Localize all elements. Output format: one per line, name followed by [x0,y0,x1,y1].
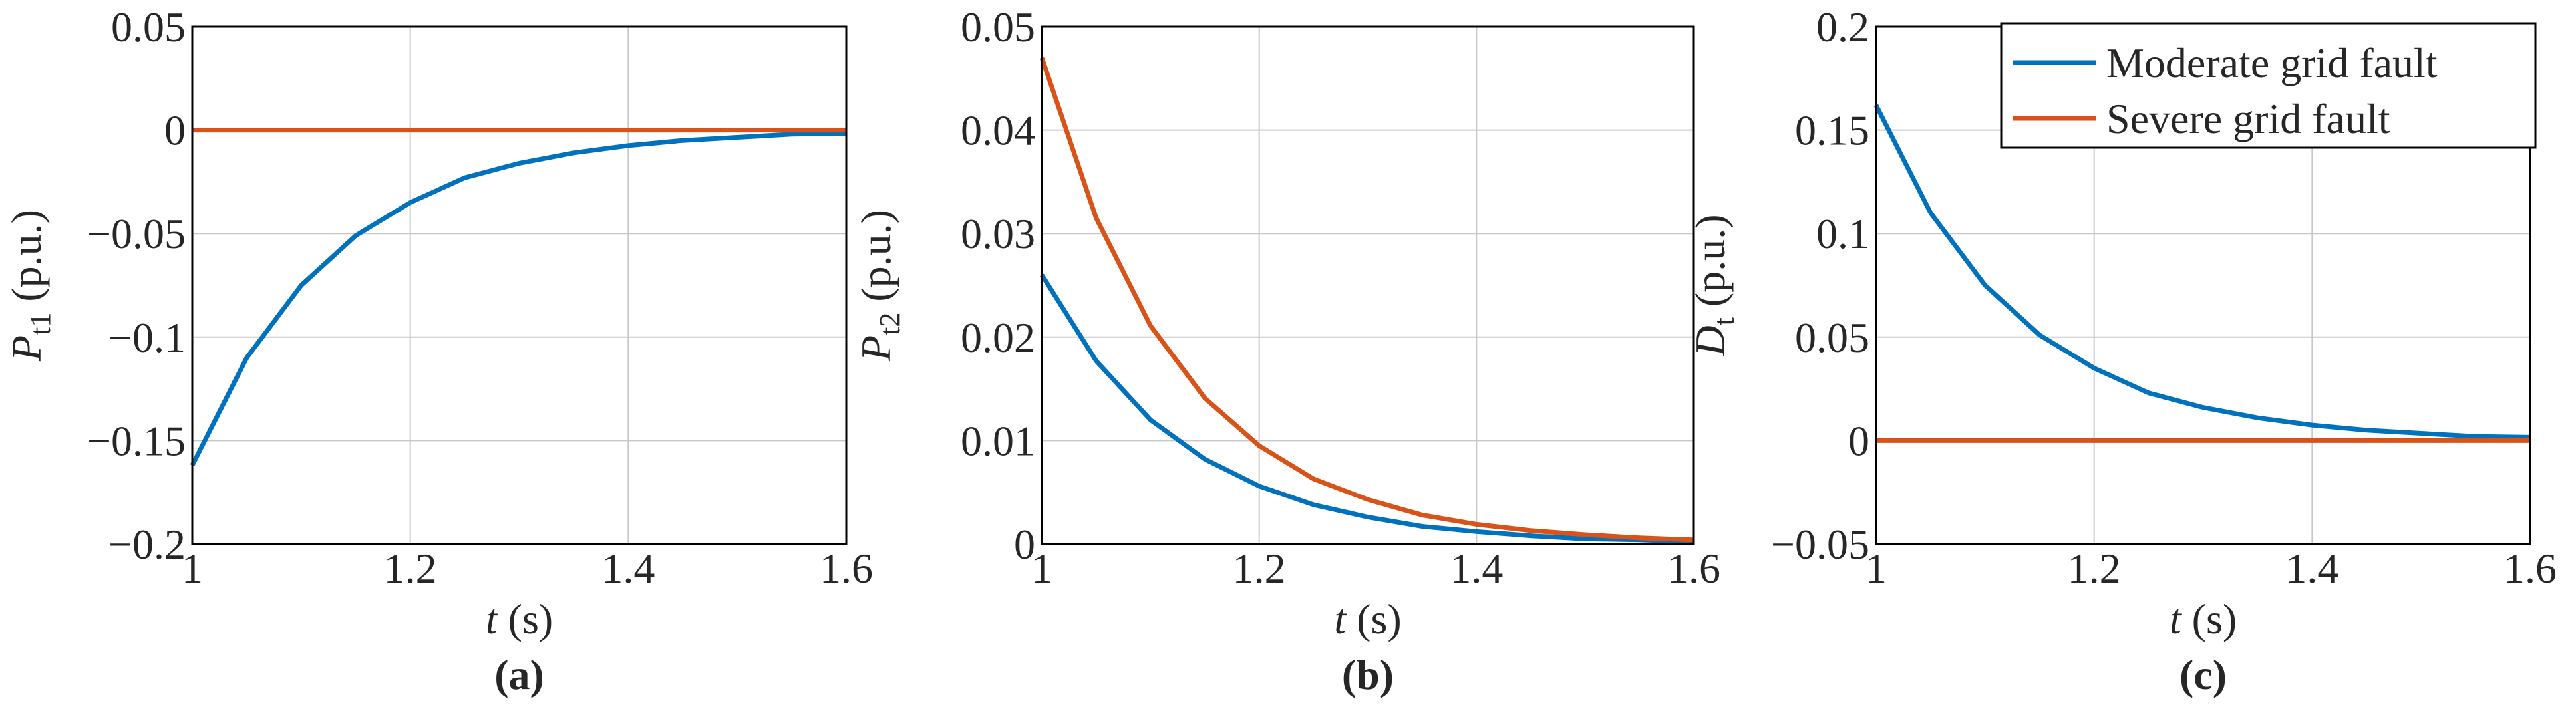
x-tick-label: 1.4 [2285,545,2338,592]
x-axis-symbol: t [1334,595,1347,642]
y-tick-label: 0.05 [961,3,1035,51]
x-axis-unit: (s) [2192,595,2237,642]
y-tick-label: 0 [1848,417,1869,464]
y-axis-subscript: t [1708,317,1740,325]
y-tick-label: 0.1 [1816,210,1869,257]
x-axis-label: t (s) [1334,595,1401,642]
y-axis-label: Pt1 (p.u.) [3,210,57,362]
y-tick-label: −0.1 [108,314,186,361]
y-tick-label: −0.2 [108,521,186,568]
series-line [1873,104,2531,440]
x-axis-unit: (s) [508,595,554,642]
x-tick-label: 1.2 [1233,545,1286,592]
panel-caption: (a) [494,651,544,698]
y-axis-unit: (p.u.) [3,210,50,302]
y-axis-symbol: D [1687,325,1734,356]
panel: 1 1.2 1.4 1.6 −0.2 −0.15 −0.1 −0.05 0 0.05 t (s) Pt1… [3,3,873,698]
x-tick-label: 1.6 [1667,545,1720,592]
y-tick-label: 0 [1014,521,1035,568]
x-tick-label: 1.4 [601,545,655,592]
plot-area [192,27,846,544]
y-axis-unit: (p.u.) [852,210,899,302]
x-axis-label: t (s) [486,595,553,642]
plot-frame [1041,25,1695,545]
legend-label: Moderate grid fault [2106,39,2438,86]
y-axis-symbol: P [3,335,50,362]
y-tick-label: 0 [164,107,186,154]
legend: Moderate grid fault Severe grid fault [2000,22,2537,149]
x-axis-symbol: t [2170,595,2183,642]
y-tick-label: −0.15 [87,417,186,464]
y-axis-unit: (p.u.) [1687,214,1734,307]
y-tick-label: 0.15 [1795,107,1869,154]
x-tick-label: 1 [182,545,203,592]
series-line [1039,57,1694,543]
plot-area [1042,27,1694,544]
y-tick-label: 0.02 [961,314,1035,361]
y-tick-label: −0.05 [87,210,186,257]
x-tick-label: 1.2 [384,545,437,592]
y-axis-subscript: t2 [874,313,906,335]
x-axis-label: t (s) [2170,595,2237,642]
x-tick-label: 1.6 [820,545,873,592]
y-tick-label: 0.05 [1795,314,1869,361]
panel-caption: (c) [2179,651,2227,698]
x-tick-label: 1.2 [2068,545,2121,592]
panel: 1 1.2 1.4 1.6 0 0.01 0.02 0.03 0.04 0.05 t (s) Pt2 (p… [852,3,1720,698]
series-line [1040,273,1694,545]
legend-box [2000,22,2537,149]
y-tick-label: −0.05 [1771,521,1869,568]
y-tick-label: 0.2 [1816,3,1869,51]
y-axis-label: Pt2 (p.u.) [852,210,906,362]
series-line [190,131,847,467]
y-axis-symbol: P [852,335,899,362]
x-tick-label: 1 [1031,545,1052,592]
y-tick-label: 0.04 [961,107,1035,154]
legend-label: Severe grid fault [2106,95,2390,142]
x-tick-label: 1.4 [1450,545,1503,592]
x-axis-symbol: t [486,595,499,642]
x-tick-label: 1.6 [2503,545,2557,592]
y-axis-label: Dt (p.u.) [1687,214,1740,356]
panel-caption: (b) [1342,651,1394,698]
y-tick-label: 0.05 [111,3,186,51]
x-tick-label: 1 [1865,545,1887,592]
y-tick-label: 0.03 [961,210,1035,257]
x-axis-unit: (s) [1357,595,1402,642]
y-tick-label: 0.01 [961,417,1035,464]
y-axis-subscript: t1 [24,313,57,335]
plot-frame [191,25,848,545]
